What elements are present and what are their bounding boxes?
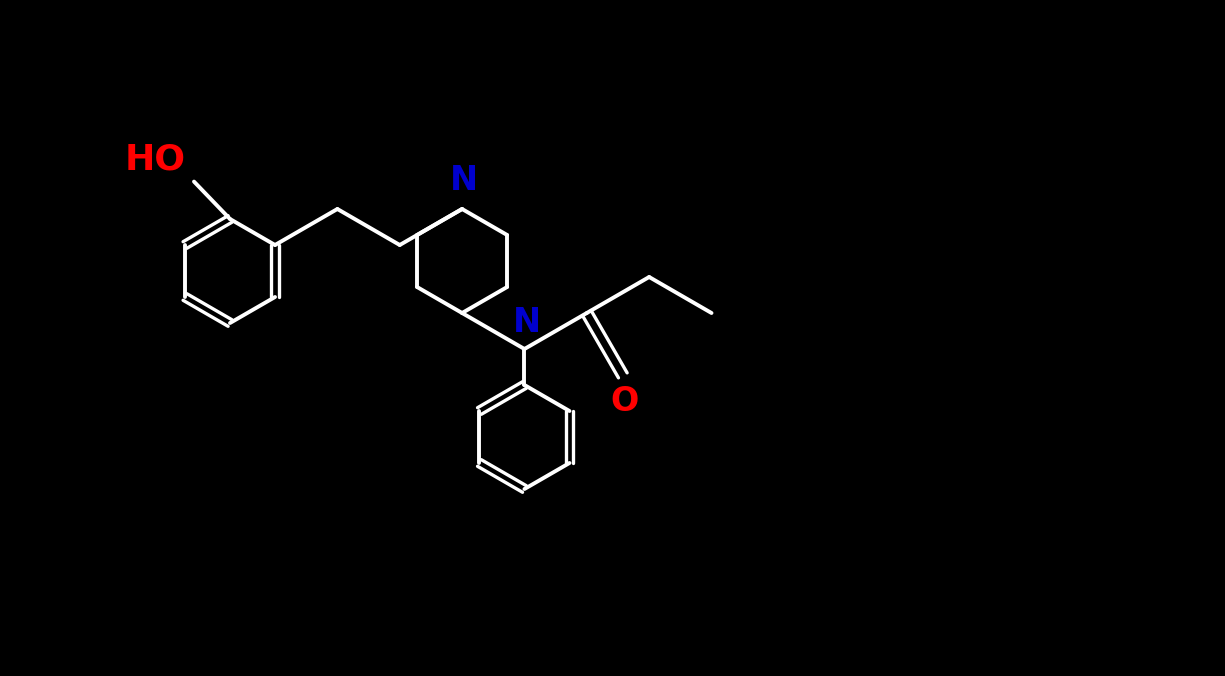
Text: N: N [512, 306, 540, 339]
Text: HO: HO [125, 143, 186, 176]
Text: N: N [450, 164, 478, 197]
Text: O: O [611, 385, 639, 418]
